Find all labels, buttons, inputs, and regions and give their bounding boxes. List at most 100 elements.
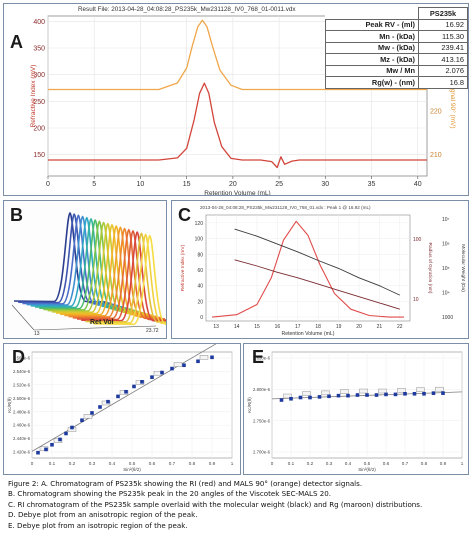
- data-point: [36, 450, 40, 455]
- x-tick-label: 0.8: [189, 461, 196, 466]
- y-tick-label: 2.420e-6: [13, 450, 31, 455]
- stats-table-sample: PS235k: [418, 7, 468, 20]
- y-tick-label: 2.560e-6: [13, 356, 31, 361]
- panel-b: B Ret Vol 13 23.72: [3, 200, 167, 339]
- caption-line: E. Debye plot from an isotropic region o…: [8, 520, 188, 530]
- stats-row: Mw / Mn 2.076: [325, 64, 468, 77]
- chart-e-svg: 0 0.1 0.2 0.3 0.4 0.5 0.6 0.7 0.8 0.9 1 2.850e-6 2.8…: [247, 351, 464, 472]
- angle-trace: [34, 217, 128, 309]
- data-point: [393, 392, 398, 397]
- x-axis-label: Retention Volume (mL): [281, 331, 334, 337]
- y-tick-label: 2.520e-6: [13, 382, 31, 387]
- ri-trace: [48, 82, 427, 169]
- data-point: [336, 393, 341, 398]
- stats-value: 16.92: [418, 18, 468, 31]
- data-point: [132, 384, 136, 389]
- y-tick-label: 2.750e-6: [253, 418, 271, 423]
- data-point: [106, 399, 110, 404]
- x-tick-label: 13: [213, 324, 219, 330]
- angle-trace: [60, 225, 153, 316]
- data-point: [355, 393, 360, 397]
- angle-trace: [89, 233, 166, 325]
- angle-trace: [13, 211, 107, 303]
- mals-trace: [48, 19, 427, 91]
- y-tick-label: 200: [33, 126, 45, 133]
- y-tick-label: 2.460e-6: [13, 423, 31, 428]
- x-tick-label: 0.3: [89, 461, 96, 466]
- point-label-box: [119, 390, 129, 395]
- data-point: [365, 393, 369, 397]
- plot-frame: [205, 214, 411, 322]
- data-point: [374, 393, 379, 397]
- data-point: [160, 370, 164, 375]
- caption-line: B. Chromatogram showing the PS235k peak …: [8, 489, 332, 499]
- angle-trace: [26, 215, 119, 307]
- x-tick-label: 0.4: [109, 461, 116, 466]
- x-tick-label: 17: [295, 324, 301, 330]
- data-point: [279, 398, 284, 402]
- stats-value: 16.8: [418, 76, 468, 89]
- point-label-box: [173, 362, 183, 367]
- x-tick-label: 0: [31, 461, 34, 466]
- point-label-box: [101, 400, 111, 406]
- y3-tick-label: 10⁷: [442, 217, 450, 223]
- point-label-box: [397, 388, 406, 393]
- ret-vol-axis: [33, 325, 157, 331]
- point-label-box: [39, 446, 49, 451]
- data-point: [298, 395, 303, 400]
- data-point: [317, 395, 322, 399]
- angle-trace: [30, 216, 123, 308]
- molecular-weight-trace: [234, 228, 400, 296]
- x-tick-label: 1: [231, 461, 234, 466]
- point-label-box: [83, 414, 93, 419]
- angle-trace: [64, 226, 157, 318]
- angle-trace: [22, 214, 115, 306]
- x-tick-label: 40: [414, 181, 422, 188]
- x-tick-label: 25: [275, 181, 283, 188]
- x-tick-label: 22: [397, 324, 403, 330]
- point-label-box: [199, 355, 209, 360]
- y3-tick-label: 10⁴: [442, 291, 450, 297]
- y-tick-label: 80: [197, 252, 203, 258]
- ret-vol-tick-left: 13: [34, 331, 40, 337]
- point-label-box: [435, 386, 444, 392]
- angle-trace: [47, 221, 140, 313]
- stats-value: 413.16: [418, 53, 468, 66]
- stats-label: Mw - (kDa): [325, 41, 419, 54]
- x-tick-label: 15: [254, 324, 260, 330]
- point-label-box: [321, 390, 330, 396]
- angle-trace: [43, 220, 136, 312]
- panel-e-letter: E: [252, 347, 265, 367]
- data-point: [70, 425, 74, 430]
- x-tick-label: 0.9: [209, 461, 216, 466]
- data-point: [64, 431, 68, 436]
- stats-row: Peak RV - (ml) 16.92: [325, 18, 468, 31]
- angle-trace: [81, 231, 166, 322]
- stats-table: PS235k Peak RV - (ml) 16.92 Mn - (kDa) 115…: [325, 7, 468, 89]
- x-tick-label: 5: [92, 181, 96, 188]
- angle-trace: [55, 223, 149, 315]
- x-tick-label: 20: [356, 324, 362, 330]
- x-tick-label: 19: [336, 324, 342, 330]
- x-axis-label: Sin²(θ/2): [358, 467, 376, 472]
- stats-table-header: PS235k: [326, 7, 468, 20]
- data-point: [116, 394, 120, 399]
- stats-label: Mz - (kDa): [325, 53, 419, 66]
- point-label-box: [135, 380, 145, 385]
- panel-a-letter: A: [10, 32, 23, 52]
- point-label-box: [302, 391, 311, 396]
- data-point: [124, 389, 128, 394]
- stats-label: Mw / Mn: [325, 64, 419, 77]
- panel-b-letter: B: [10, 205, 23, 225]
- angle-trace: [18, 213, 111, 304]
- y-axis-label: Kc/R(θ): [7, 397, 12, 413]
- data-point: [412, 391, 417, 396]
- y2-tick-label: 220: [430, 109, 442, 116]
- y-tick-label: 20: [197, 299, 203, 305]
- data-point: [384, 392, 388, 397]
- angle-trace: [76, 229, 166, 321]
- chart-c-header: 2013-04-28_04:08:28_PS235k_Mw231128_IV0_…: [200, 205, 371, 210]
- x-axis-label: Retention Volume (mL): [204, 190, 270, 196]
- data-point: [50, 442, 54, 447]
- x-tick-label: 0.8: [421, 461, 428, 466]
